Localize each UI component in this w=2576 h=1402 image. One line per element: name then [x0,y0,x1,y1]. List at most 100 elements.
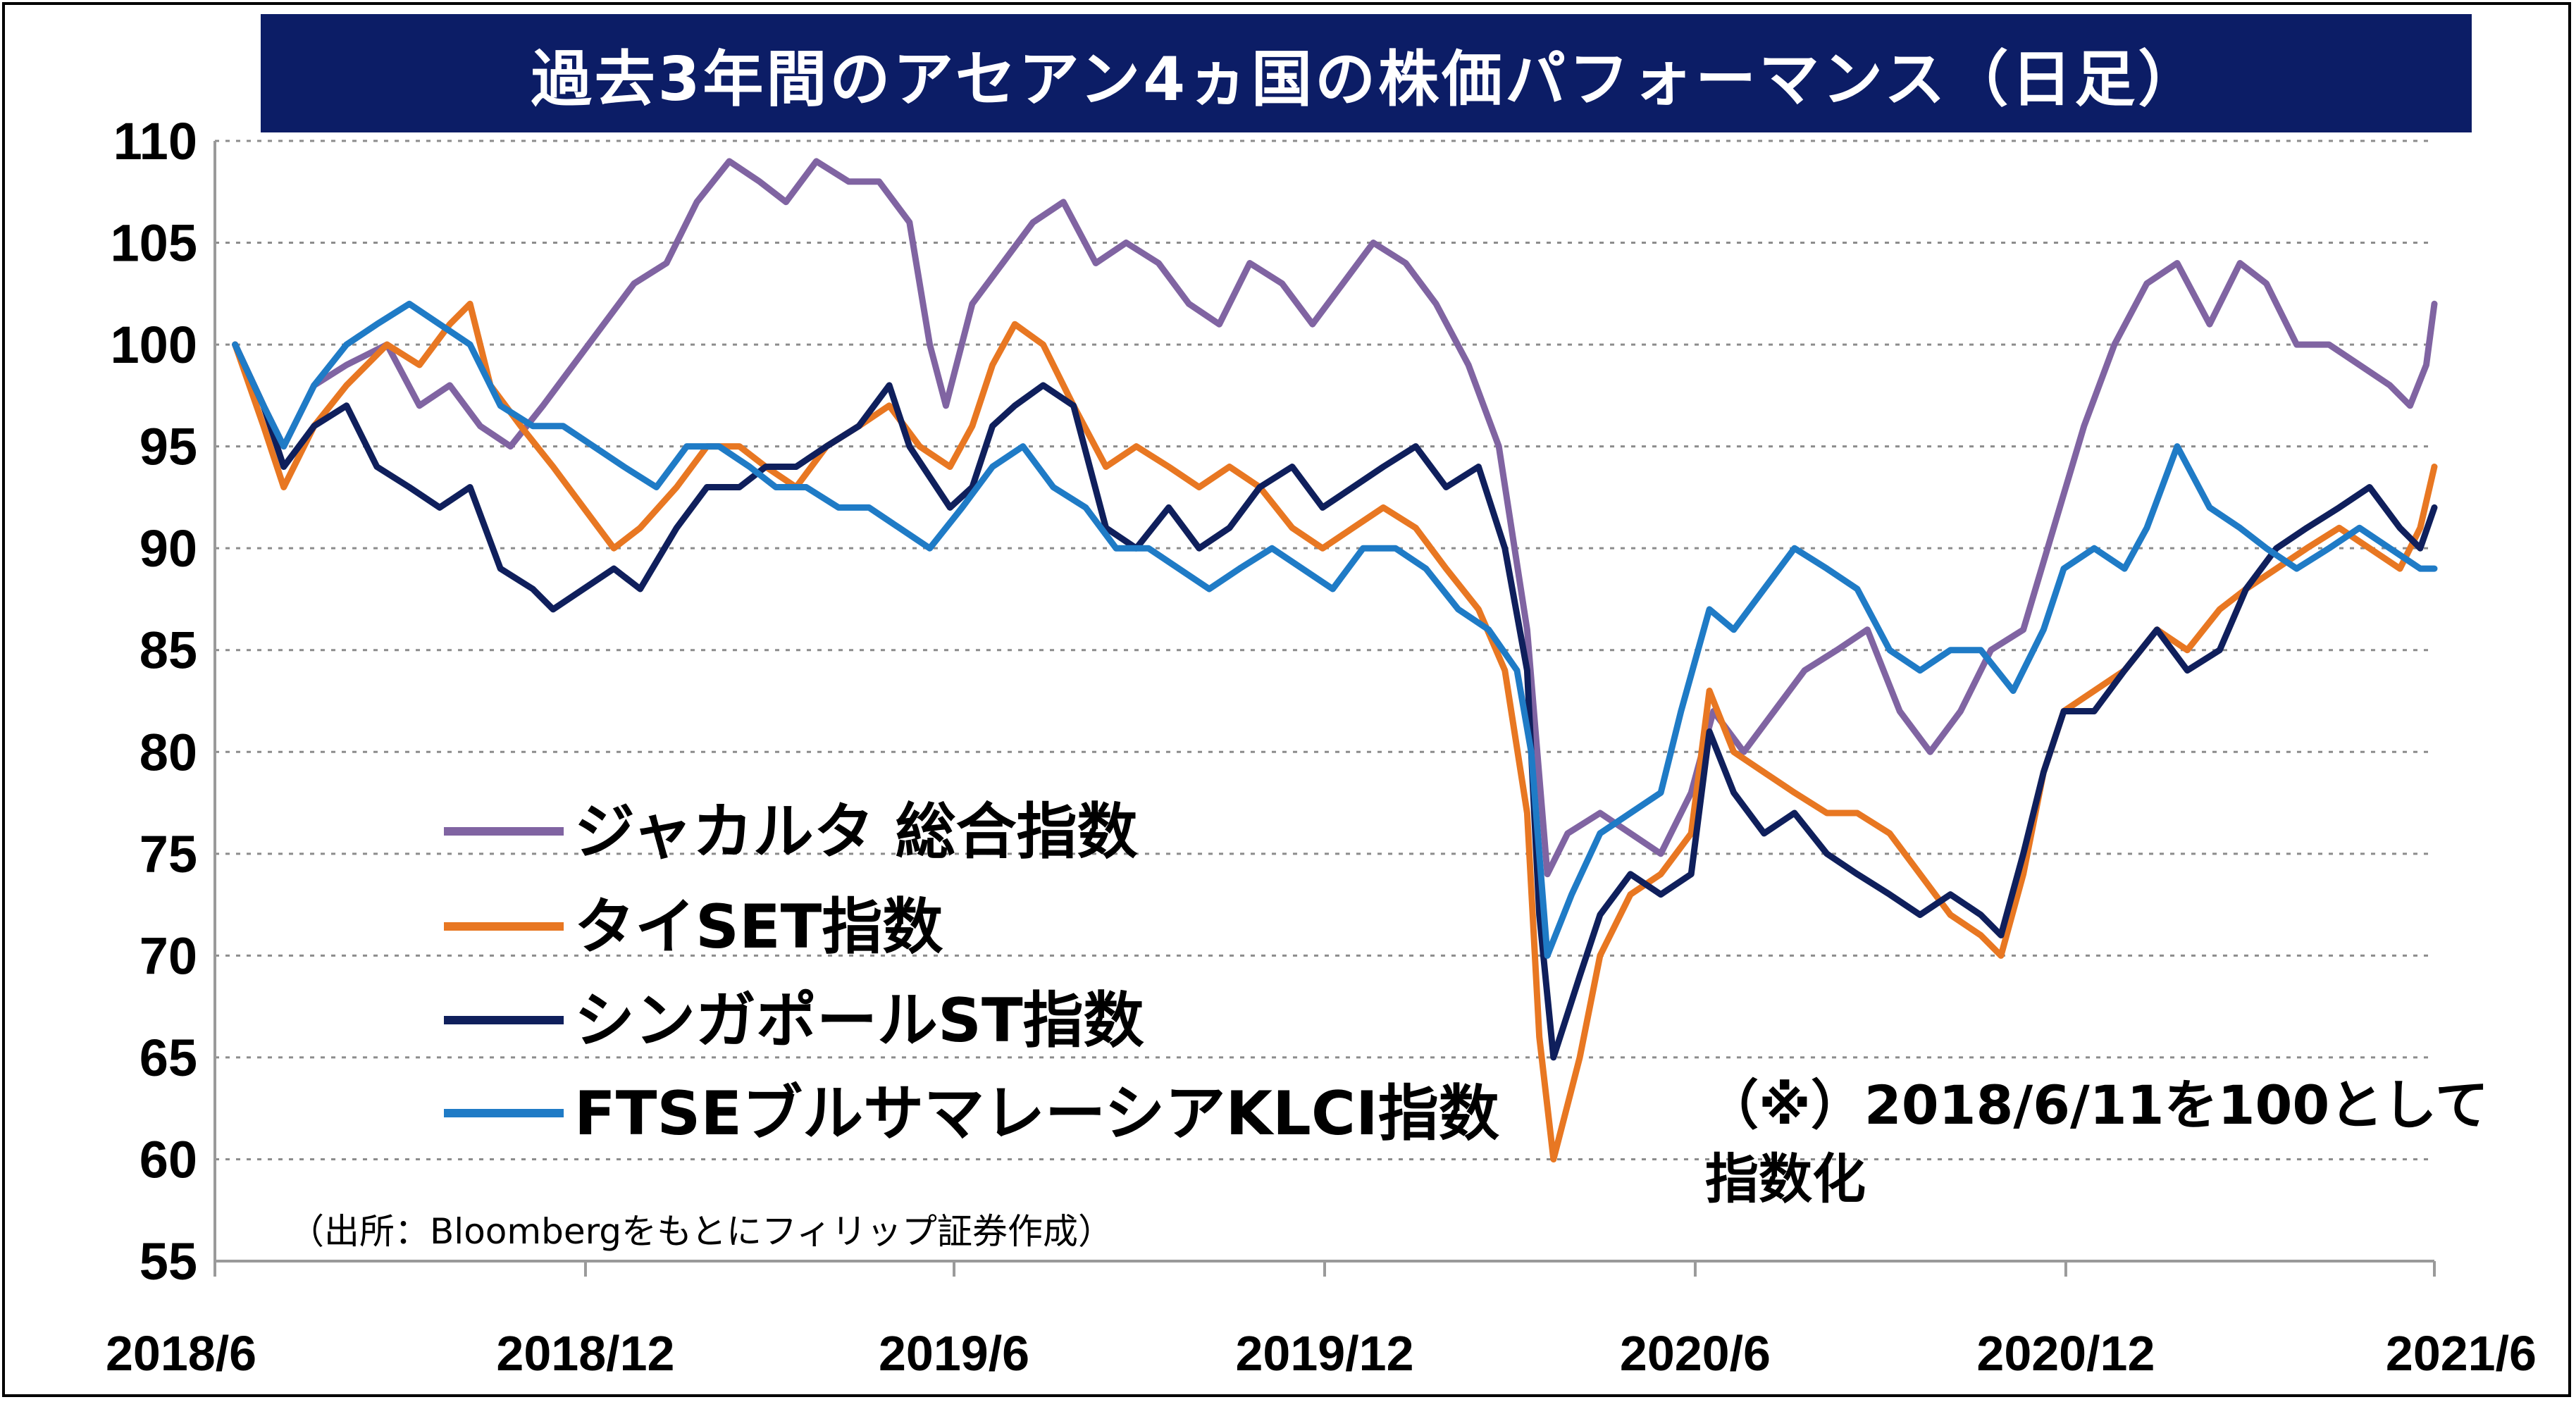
data-point-2-64 [2043,771,2044,773]
data-point-0-41 [1468,364,1469,366]
data-point-2-29 [1073,405,1075,407]
data-point-2-52 [1709,731,1710,732]
data-point-0-12 [603,323,605,325]
data-point-2-62 [2000,935,2002,936]
x-tick-label-6: 2021/6 [2386,1326,2537,1381]
data-point-3-36 [1332,588,1333,590]
data-point-1-23 [919,446,920,447]
data-point-3-25 [992,466,993,467]
data-point-1-22 [888,405,890,407]
data-point-0-71 [2359,364,2360,366]
data-point-0-53 [1804,670,1805,671]
data-point-0-50 [1713,711,1714,712]
data-point-0-52 [1773,711,1775,712]
data-point-0-4 [346,364,347,366]
data-point-1-31 [1136,446,1137,447]
data-point-0-15 [696,201,698,203]
data-point-2-17 [738,487,740,488]
data-point-0-36 [1312,323,1313,325]
data-point-2-20 [826,446,827,447]
data-point-2-44 [1526,670,1528,671]
data-point-3-19 [805,487,807,488]
chart-title: 過去3年間のアセアン4ヵ国の株価パフォーマンス（日足） [261,14,2472,132]
data-point-0-37 [1342,283,1344,284]
data-point-3-38 [1395,547,1397,549]
data-point-0-74 [2426,364,2427,366]
data-point-2-4 [346,405,347,407]
data-point-3-47 [1630,812,1631,814]
y-tick-label-95: 95 [140,418,197,476]
x-tick-label-4: 2020/6 [1620,1326,1771,1381]
data-point-2-59 [1919,914,1921,915]
data-point-3-15 [686,446,688,447]
x-tick-label-1: 2018/12 [496,1326,674,1381]
data-point-2-8 [469,487,471,488]
data-point-1-52 [1709,690,1710,691]
data-point-2-43 [1504,547,1506,549]
data-point-2-5 [376,466,378,467]
data-point-1-11 [552,466,554,467]
data-point-2-2 [283,466,285,467]
data-point-3-32 [1208,588,1210,590]
data-point-1-43 [1504,670,1506,671]
data-point-2-35 [1259,487,1261,488]
series-lines [232,158,2438,1162]
data-point-2-36 [1292,466,1293,467]
data-point-3-17 [749,466,750,467]
data-point-1-6 [419,364,420,366]
data-point-2-60 [1950,894,1951,895]
series-line-1 [232,300,2438,1162]
data-point-3-42 [1516,670,1518,671]
data-point-3-49 [1680,711,1682,712]
data-point-3-51 [1733,629,1735,631]
data-point-3-69 [2266,547,2267,549]
data-point-3-53 [1794,547,1795,549]
legend-label-3: FTSEブルサマレーシアKLCI指数 [574,1079,1499,1149]
data-point-2-63 [2023,853,2024,855]
data-point-1-62 [2000,955,2002,956]
data-point-1-60 [1950,914,1951,915]
x-tick-label-2: 2019/6 [879,1326,1029,1381]
data-point-1-46 [1553,1159,1554,1160]
note-line-0: （※）2018/6/11を100として [1705,1074,2489,1136]
data-point-2-78 [2434,507,2435,508]
data-point-2-39 [1382,466,1384,467]
data-point-3-29 [1115,547,1117,549]
data-point-0-20 [848,181,850,182]
data-point-0-33 [1219,323,1220,325]
data-point-3-57 [1919,670,1921,671]
data-point-1-2 [283,487,285,488]
data-point-1-56 [1826,812,1828,814]
data-point-1-34 [1229,466,1230,467]
data-point-2-19 [795,466,797,467]
data-point-1-78 [2434,466,2435,467]
data-point-0-28 [1063,201,1064,203]
data-point-1-15 [676,487,677,488]
data-point-0-60 [2023,629,2024,631]
data-point-2-18 [765,466,767,467]
data-point-3-20 [838,507,839,508]
data-point-2-55 [1794,812,1795,814]
data-point-2-41 [1445,487,1447,488]
series-line-2 [232,341,2438,1061]
data-point-3-5 [376,323,378,325]
data-point-3-73 [2389,547,2391,549]
data-point-3-2 [283,446,285,447]
data-point-1-44 [1526,812,1528,814]
data-point-0-13 [633,283,635,284]
data-point-1-45 [1539,1036,1540,1038]
data-point-0-64 [2146,283,2148,284]
data-point-3-45 [1571,894,1573,895]
y-tick-label-60: 60 [140,1130,197,1189]
note-line-1: 指数化 [1705,1148,1866,1210]
legend-label-1: タイSET指数 [574,892,943,962]
data-point-2-67 [2124,670,2125,671]
y-tick-label-65: 65 [140,1029,197,1087]
data-point-3-61 [2043,629,2044,631]
data-point-3-66 [2176,446,2178,447]
y-tick-label-105: 105 [111,214,197,273]
legend-label-0: ジャカルタ 総合指数 [574,797,1138,867]
data-point-0-6 [419,405,420,407]
